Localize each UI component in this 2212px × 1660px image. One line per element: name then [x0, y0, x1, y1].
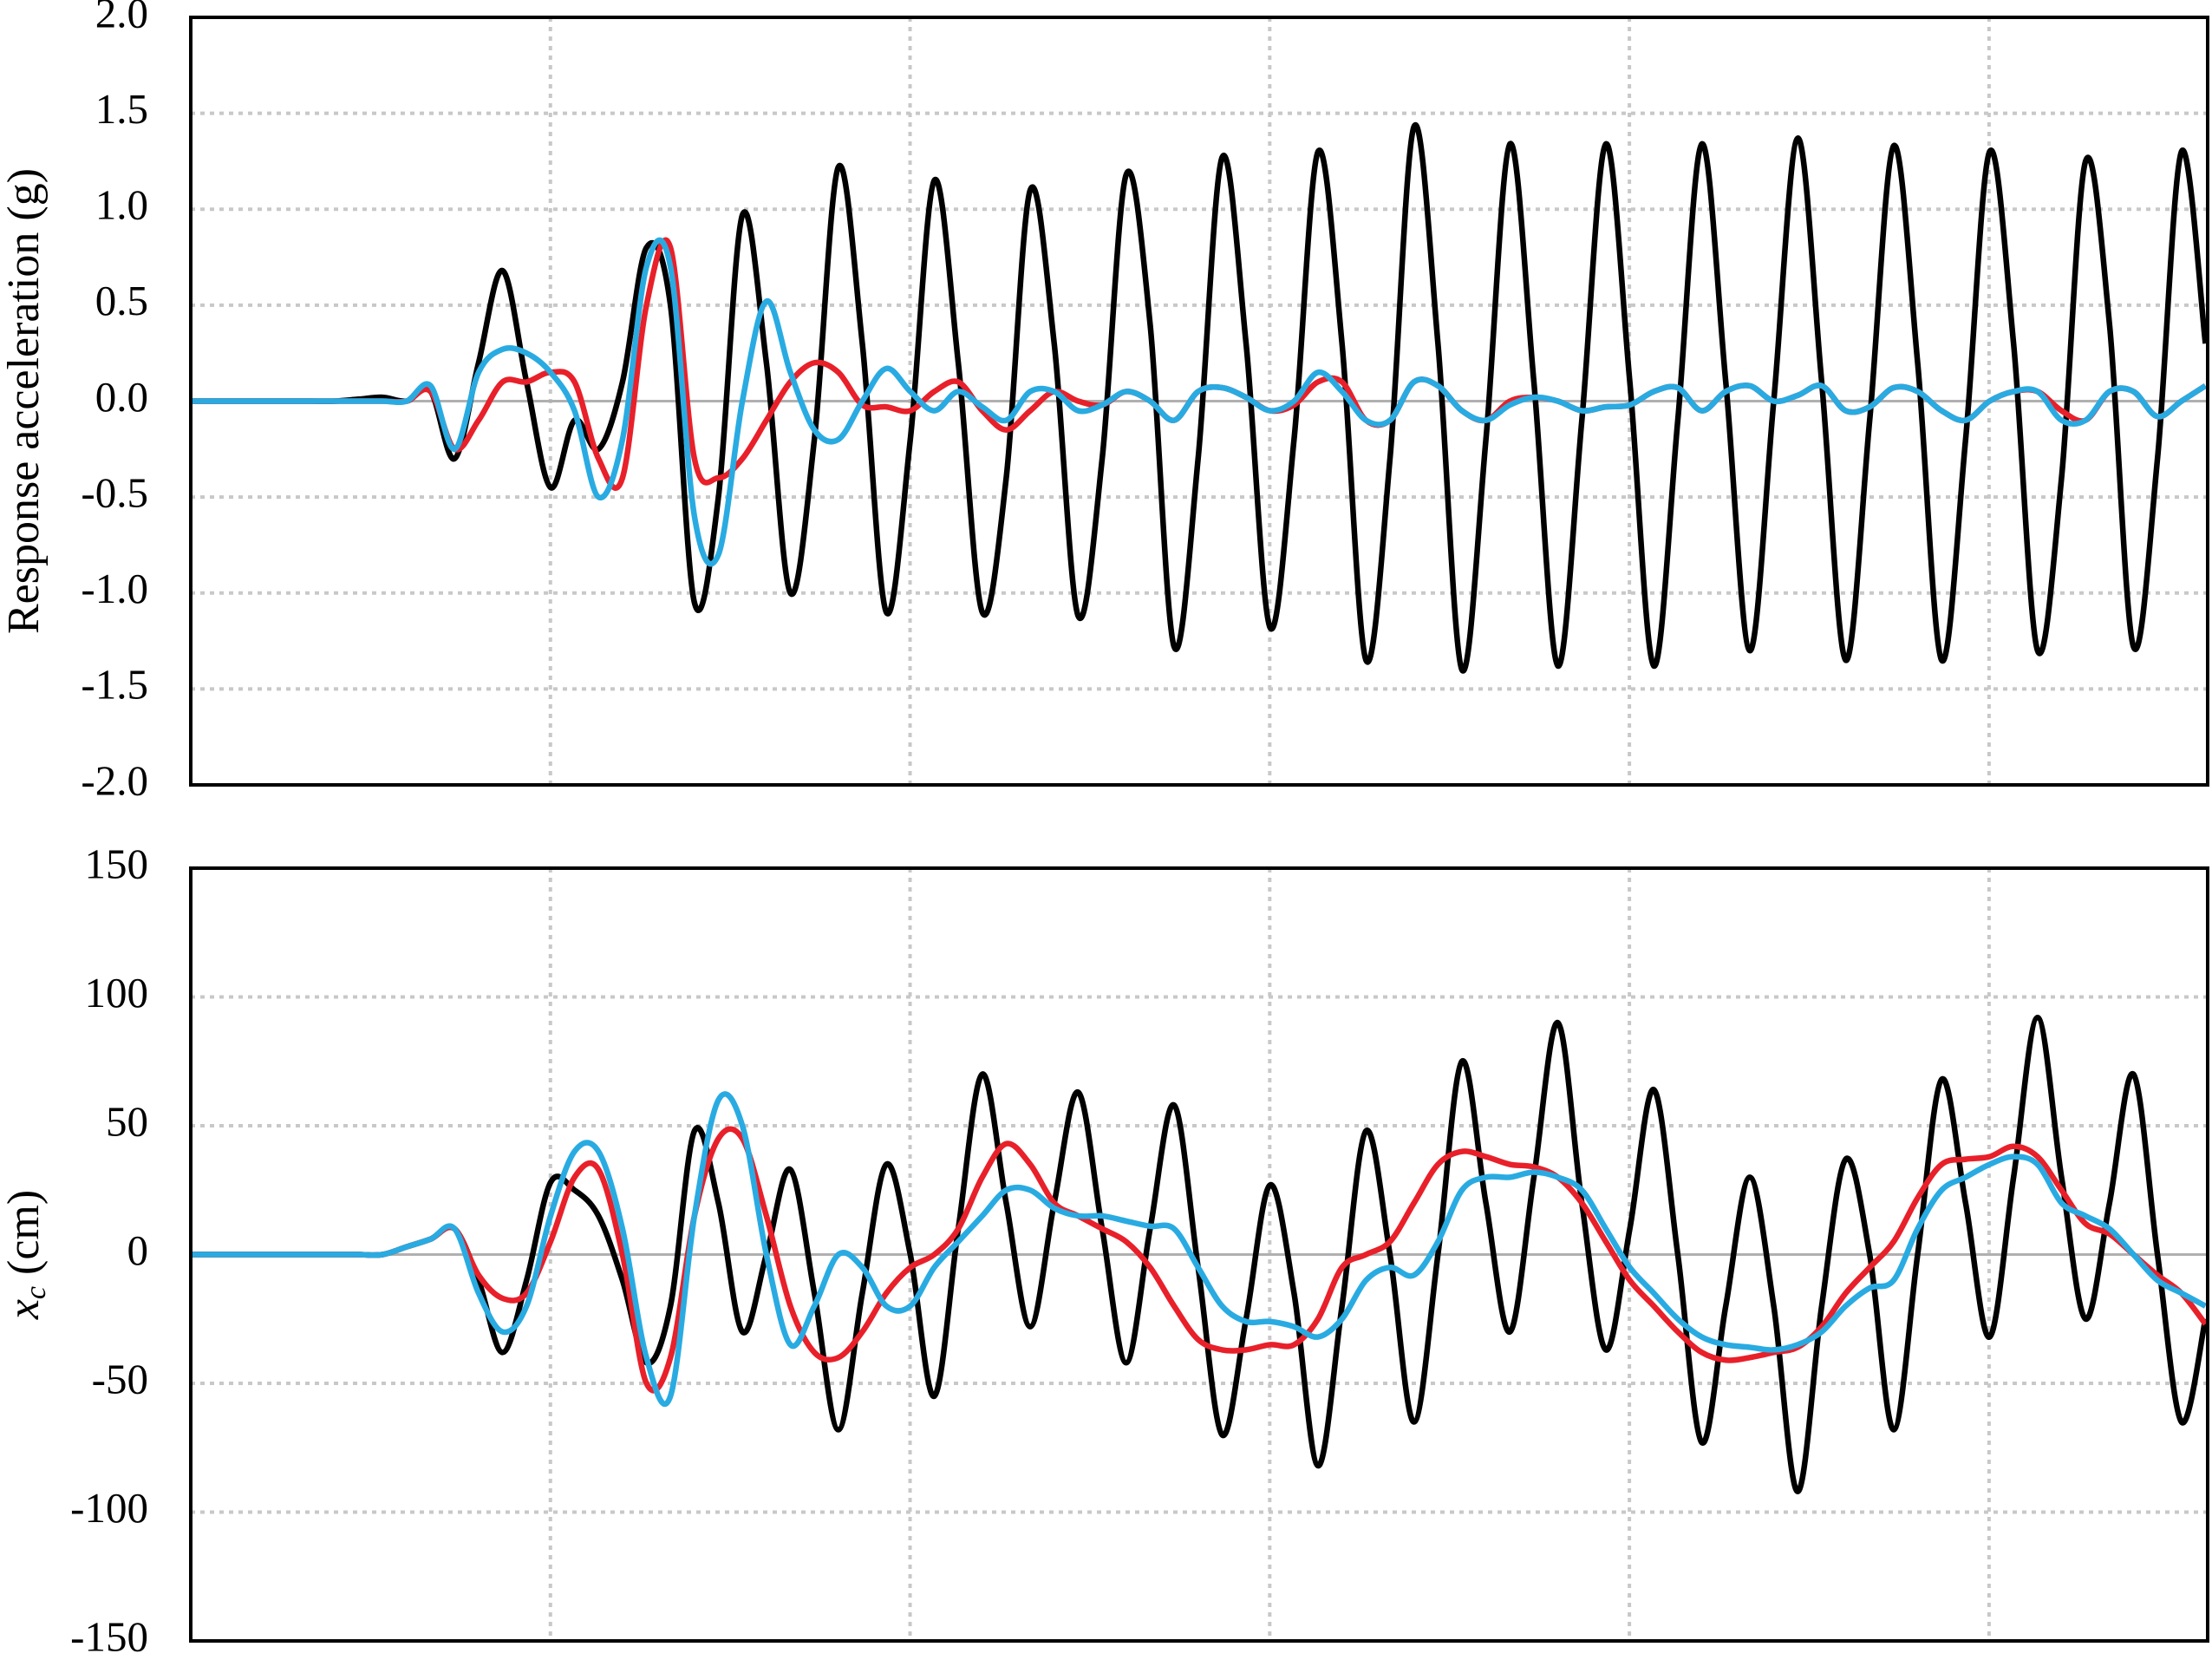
y-tick-label: -1.0: [81, 565, 148, 612]
y-tick-label: 150: [85, 840, 149, 887]
y-label-variable: x: [0, 1299, 49, 1320]
series-line: [190, 121, 2209, 674]
plot-frame: [189, 866, 2209, 1643]
y-tick-label: -2.0: [81, 756, 148, 804]
y-axis-label: xc (cm): [0, 1190, 52, 1320]
y-tick-label: 1.5: [95, 85, 148, 133]
y-tick-label: 50: [106, 1097, 148, 1145]
y-tick-label: 0: [127, 1226, 149, 1274]
y-axis-label: Response acceleration (g): [0, 168, 49, 634]
y-tick-label: 0.0: [95, 373, 148, 421]
series-line: [191, 1091, 2207, 1407]
y-tick-label: 2.0: [95, 0, 148, 36]
y-tick-label: -0.5: [81, 468, 148, 516]
y-tick-label: -150: [70, 1612, 148, 1660]
series-line: [190, 237, 2208, 567]
y-tick-label: -50: [92, 1355, 148, 1402]
y-tick-label: -1.5: [81, 661, 148, 709]
y-tick-label: -100: [70, 1484, 148, 1532]
plot-frame: [189, 16, 2209, 787]
y-tick-label: 1.0: [95, 181, 148, 229]
y-tick-label: 0.5: [95, 277, 148, 324]
y-label-unit: (cm): [0, 1190, 49, 1286]
y-tick-label: 100: [85, 969, 149, 1016]
y-label-subscript: c: [20, 1286, 52, 1299]
